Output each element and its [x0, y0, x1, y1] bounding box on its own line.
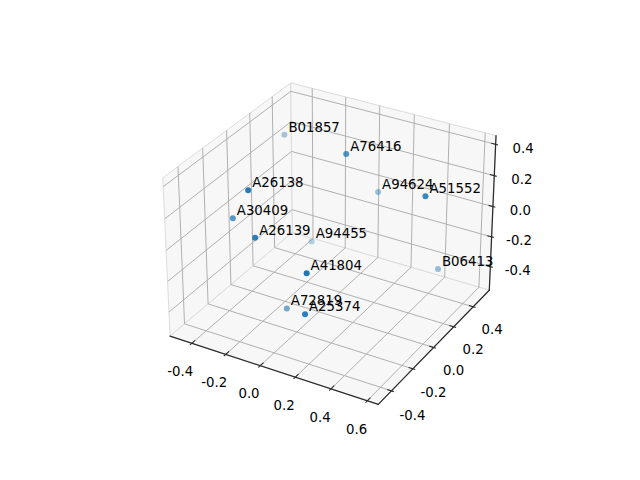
point-label: A94455	[316, 226, 367, 241]
scatter-point	[302, 311, 308, 317]
point-label: A76416	[350, 139, 401, 154]
point-label: B06413	[442, 254, 493, 269]
z-tick-label: 0.4	[513, 141, 534, 156]
scatter-point	[281, 132, 287, 138]
scatter-point	[422, 193, 428, 199]
scatter-point	[343, 151, 349, 157]
point-label: A26138	[252, 175, 303, 190]
x-tick-label: 0.4	[310, 410, 331, 425]
scatter-point	[284, 305, 290, 311]
scatter-point	[435, 266, 441, 272]
scatter-point	[245, 187, 251, 193]
x-tick-label: 0.0	[238, 386, 259, 401]
x-tick-label: -0.4	[167, 364, 193, 379]
y-tick-label: -0.4	[400, 408, 426, 423]
scatter3d-plot: -0.4 -0.2 0.0 0.2 0.4 0.6 -0.4 -0.2 0.0 0.2 0.4 -0.…	[0, 0, 640, 480]
z-tick-label: -0.2	[506, 233, 532, 248]
y-tick-label: 0.2	[463, 342, 484, 357]
point-label: A30409	[237, 203, 288, 218]
x-tick-label: 0.2	[274, 398, 295, 413]
point-label: A41804	[311, 258, 362, 273]
y-tick-label: 0.0	[443, 363, 464, 378]
z-tick-label: -0.4	[505, 263, 531, 278]
z-tick-label: 0.0	[510, 203, 531, 218]
point-label: A25374	[309, 299, 360, 314]
point-label: B01857	[288, 120, 339, 135]
point-label: A51552	[430, 181, 481, 196]
scatter-point	[309, 238, 315, 244]
x-tick-label: 0.6	[346, 422, 367, 437]
point-label: A94624	[382, 177, 433, 192]
x-tick-label: -0.2	[201, 375, 227, 390]
point-label: A26139	[259, 223, 310, 238]
y-tick-label: 0.4	[482, 322, 503, 337]
figure: -0.4 -0.2 0.0 0.2 0.4 0.6 -0.4 -0.2 0.0 0.2 0.4 -0.…	[0, 0, 640, 480]
scatter-point	[304, 270, 310, 276]
scatter-point	[375, 189, 381, 195]
z-tick-label: 0.2	[511, 172, 532, 187]
y-tick-label: -0.2	[420, 385, 446, 400]
scatter-point	[230, 215, 236, 221]
scatter-point	[252, 235, 258, 241]
